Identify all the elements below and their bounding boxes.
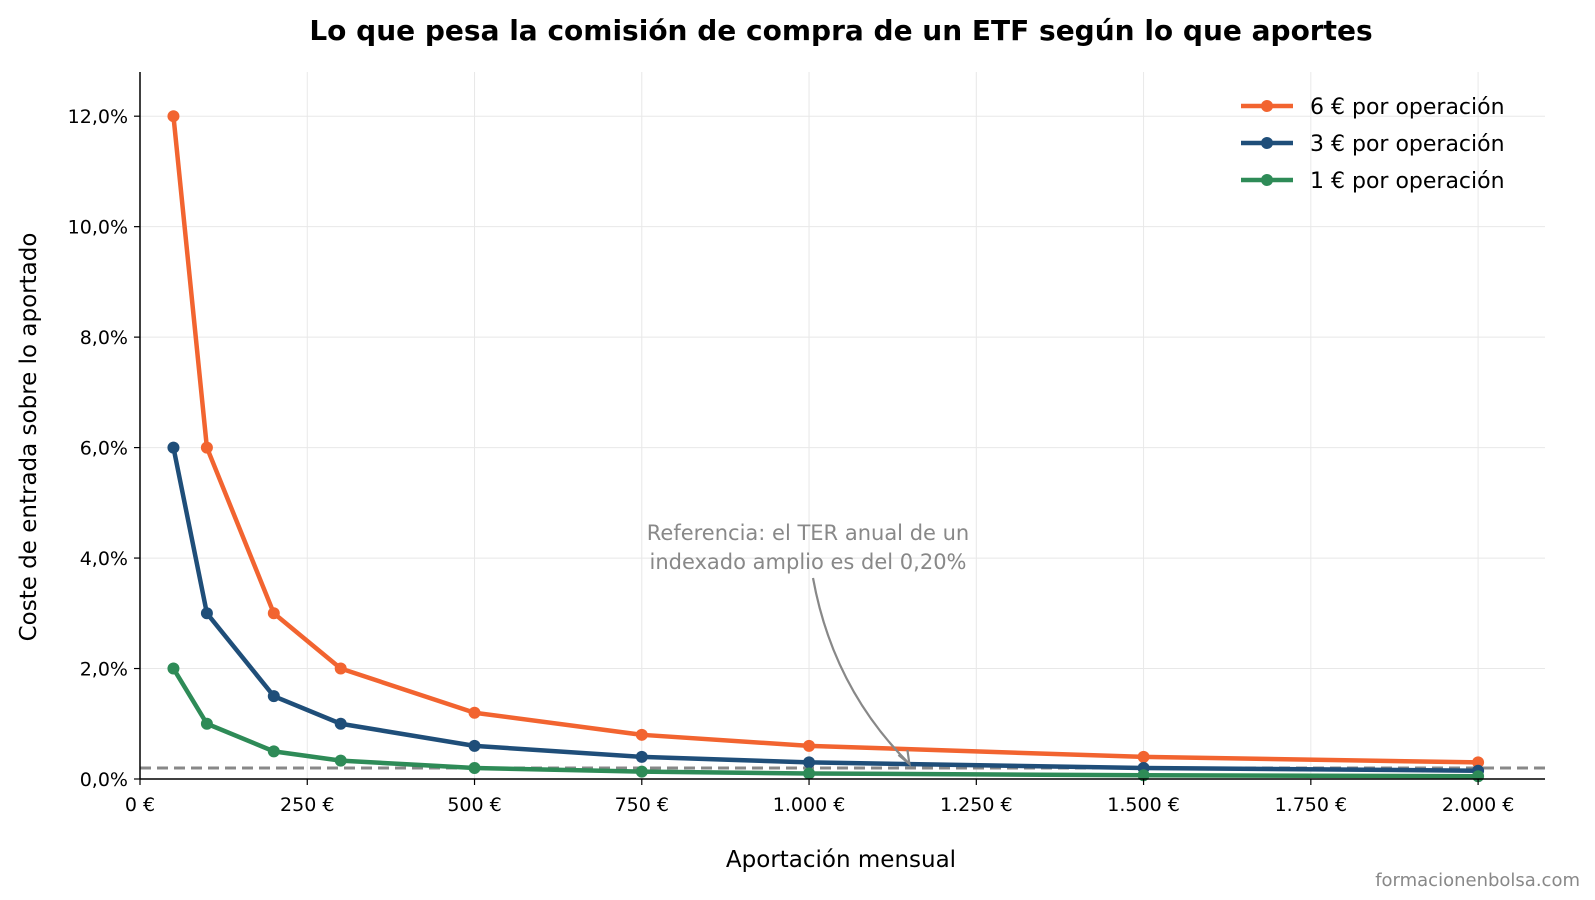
data-point: [167, 110, 180, 123]
y-axis-label: Coste de entrada sobre lo aportado: [16, 233, 42, 642]
series-3: [167, 662, 1485, 783]
data-point: [334, 754, 347, 767]
legend-item-1: 6 € por operación: [1241, 95, 1505, 120]
watermark: formacionenbolsa.com: [1375, 870, 1580, 891]
legend-label: 1 € por operación: [1310, 169, 1505, 194]
data-point: [267, 745, 280, 758]
data-point: [803, 756, 816, 769]
chart-title: Lo que pesa la comisión de compra de un …: [309, 14, 1372, 47]
legend-marker: [1261, 174, 1273, 186]
annotation-arrow: [811, 577, 911, 765]
data-point: [167, 441, 180, 454]
y-tick-label: 8,0%: [80, 327, 128, 349]
series-1: [167, 110, 1485, 769]
series-2: [167, 441, 1485, 777]
legend-marker: [1261, 137, 1273, 149]
legend-label: 6 € por operación: [1310, 95, 1505, 120]
y-tick-label: 2,0%: [80, 659, 128, 681]
annotation-arrowhead: [897, 749, 911, 767]
annotation-text: indexado amplio es del 0,20%: [649, 550, 966, 574]
data-point: [468, 739, 481, 752]
data-point: [1137, 750, 1150, 763]
data-point: [468, 706, 481, 719]
annotation: Referencia: el TER anual de un indexado a…: [647, 521, 970, 767]
y-tick-label: 12,0%: [68, 106, 128, 128]
x-tick-label: 0 €: [125, 794, 155, 816]
data-point: [635, 765, 648, 778]
data-point: [1472, 756, 1485, 769]
x-tick-label: 250 €: [280, 794, 334, 816]
x-tick-label: 1.750 €: [1275, 794, 1348, 816]
tick-labels: 0 € 250 € 500 € 750 € 1.000 € 1.250 € 1.500 € 1…: [68, 106, 1515, 816]
data-point: [468, 761, 481, 774]
legend: 6 € por operación 3 € por operación 1 € po…: [1241, 95, 1505, 194]
y-tick-label: 10,0%: [68, 217, 128, 239]
data-point: [803, 739, 816, 752]
x-tick-label: 1.250 €: [940, 794, 1013, 816]
data-point: [334, 717, 347, 730]
data-point: [635, 750, 648, 763]
series-line: [171, 113, 1481, 765]
legend-marker: [1261, 100, 1273, 112]
x-tick-label: 1.000 €: [773, 794, 846, 816]
x-tick-label: 2.000 €: [1442, 794, 1515, 816]
x-tick-label: 500 €: [447, 794, 501, 816]
annotation-text: Referencia: el TER anual de un: [647, 521, 970, 545]
data-point: [267, 690, 280, 703]
x-tick-label: 1.500 €: [1107, 794, 1180, 816]
y-tick-label: 6,0%: [80, 438, 128, 460]
y-tick-label: 4,0%: [80, 548, 128, 570]
data-point: [267, 607, 280, 620]
data-point: [200, 717, 213, 730]
series-group: [167, 110, 1485, 783]
x-tick-label: 750 €: [615, 794, 669, 816]
data-point: [635, 728, 648, 741]
y-tick-label: 0,0%: [80, 769, 128, 791]
legend-item-2: 3 € por operación: [1241, 132, 1505, 157]
data-point: [200, 441, 213, 454]
axes: [134, 72, 1545, 785]
legend-item-3: 1 € por operación: [1241, 169, 1505, 194]
series-line: [171, 445, 1481, 773]
data-point: [200, 607, 213, 620]
data-point: [334, 662, 347, 675]
data-point: [167, 662, 180, 675]
x-axis-label: Aportación mensual: [726, 847, 956, 873]
data-point: [803, 767, 816, 780]
legend-label: 3 € por operación: [1310, 132, 1505, 157]
